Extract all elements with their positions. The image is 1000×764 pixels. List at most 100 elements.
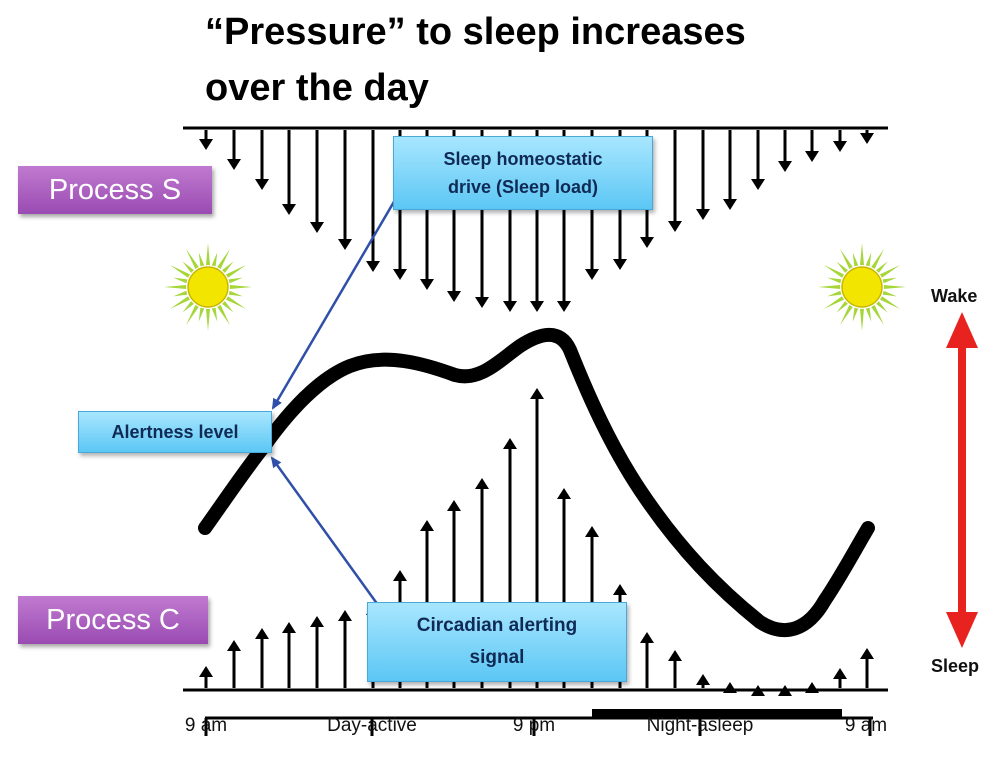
sun-ray: [836, 301, 848, 313]
sun-ray: [818, 285, 841, 289]
sun-ray: [169, 265, 191, 278]
sun-ray: [198, 307, 205, 322]
sun-ray: [173, 277, 188, 284]
sun-ray: [882, 290, 897, 297]
sun-ray: [827, 290, 842, 297]
process-c-arrow: [255, 628, 269, 688]
sun-ray: [883, 285, 906, 289]
sleep-homeostatic-callout: Sleep homeostatic drive (Sleep load): [393, 136, 653, 210]
sun-ray: [186, 304, 199, 326]
process-s-arrow: [199, 130, 213, 150]
sun-ray: [182, 261, 194, 273]
process-c-arrow: [640, 632, 654, 688]
process-s-arrow: [338, 130, 352, 250]
process-c-arrow: [338, 610, 352, 688]
sun-ray: [879, 296, 901, 309]
sun-ray: [840, 248, 853, 270]
sun-ray: [871, 304, 884, 326]
process-s-arrow: [282, 130, 296, 215]
process-s-arrow: [366, 130, 380, 272]
process-s-arrow: [668, 130, 682, 232]
circadian-signal-callout: Circadian alerting signal: [367, 602, 627, 682]
sun-ray: [173, 290, 188, 297]
sun-ray: [182, 301, 194, 313]
process-c-arrow: [723, 682, 737, 693]
tick-label-night-asleep: Night-asleep: [646, 715, 754, 736]
sun-ray: [206, 308, 210, 331]
sun-ray: [198, 252, 205, 267]
process-s-arrows: [199, 130, 874, 312]
process-c-arrow: [778, 685, 792, 696]
sun-ray: [879, 265, 901, 278]
sun-ray: [222, 261, 234, 273]
sun-ray: [852, 307, 859, 322]
sun-ray: [225, 296, 247, 309]
tick-label-9pm: 9 pm: [512, 715, 556, 736]
process-c-arrow: [751, 685, 765, 696]
sun-ray: [222, 301, 234, 313]
process-s-arrow: [696, 130, 710, 220]
alertness-level-callout: Alertness level: [78, 411, 272, 453]
sleep-label: Sleep: [931, 656, 980, 676]
sun-ray: [823, 296, 845, 309]
process-c-arrow: [860, 648, 874, 688]
double-arrow-icon: [946, 312, 978, 648]
tick-label-9am-start: 9 am: [184, 715, 228, 736]
sun-ray: [860, 308, 864, 331]
time-axis-ticks: [204, 718, 872, 736]
sun-ray: [876, 301, 888, 313]
sun-ray: [228, 277, 243, 284]
sun-ray: [217, 248, 230, 270]
sun-ray: [865, 307, 872, 322]
sun-ray: [229, 285, 252, 289]
process-s-arrow: [860, 130, 874, 144]
process-c-arrow: [199, 666, 213, 688]
title-line-1: “Pressure” to sleep increases: [205, 11, 746, 53]
process-s-arrow: [751, 130, 765, 190]
process-s-label: Process S: [18, 166, 212, 214]
sun-ray: [169, 296, 191, 309]
alertness-curve: [198, 327, 875, 637]
sun-ray: [876, 261, 888, 273]
process-c-arrow: [668, 650, 682, 688]
sun-ray: [860, 243, 864, 266]
process-s-arrow: [723, 130, 737, 210]
process-s-arrow: [310, 130, 324, 233]
sun-ray: [225, 265, 247, 278]
process-c-arrow: [696, 674, 710, 688]
sleep-drive-pointer: [271, 199, 397, 410]
circadian-pointer: [270, 456, 380, 606]
process-c-arrow: [310, 616, 324, 688]
sun-icon: [164, 243, 252, 331]
sun-ray: [206, 243, 210, 266]
tick-label-9am-end: 9 am: [844, 715, 888, 736]
tick-label-day-active: Day-active: [327, 715, 417, 736]
night-sleep-bar: [592, 709, 842, 719]
wake-label: Wake: [931, 286, 978, 306]
process-s-arrow: [778, 130, 792, 172]
process-c-label: Process C: [18, 596, 208, 644]
sun-ray: [228, 290, 243, 297]
sun-ray: [871, 248, 884, 270]
sun-ray: [840, 304, 853, 326]
process-c-arrow: [227, 640, 241, 688]
process-c-arrow: [282, 622, 296, 688]
sun-ray: [882, 277, 897, 284]
page-title: “Pressure” to sleep increases over the d…: [205, 4, 905, 116]
sun-ray: [823, 265, 845, 278]
process-s-arrow: [255, 130, 269, 190]
title-line-2: over the day: [205, 67, 429, 109]
sun-ray: [217, 304, 230, 326]
sun-ray: [211, 307, 218, 322]
process-c-arrow: [833, 668, 847, 688]
sun-ray: [164, 285, 187, 289]
process-s-arrow: [227, 130, 241, 170]
process-s-arrow: [833, 130, 847, 152]
sun-ray: [827, 277, 842, 284]
process-s-arrow: [805, 130, 819, 162]
sun-ray: [211, 252, 218, 267]
sun-ray: [186, 248, 199, 270]
sun-ray: [865, 252, 872, 267]
process-c-arrow: [805, 682, 819, 693]
sun-icon: [818, 243, 906, 331]
